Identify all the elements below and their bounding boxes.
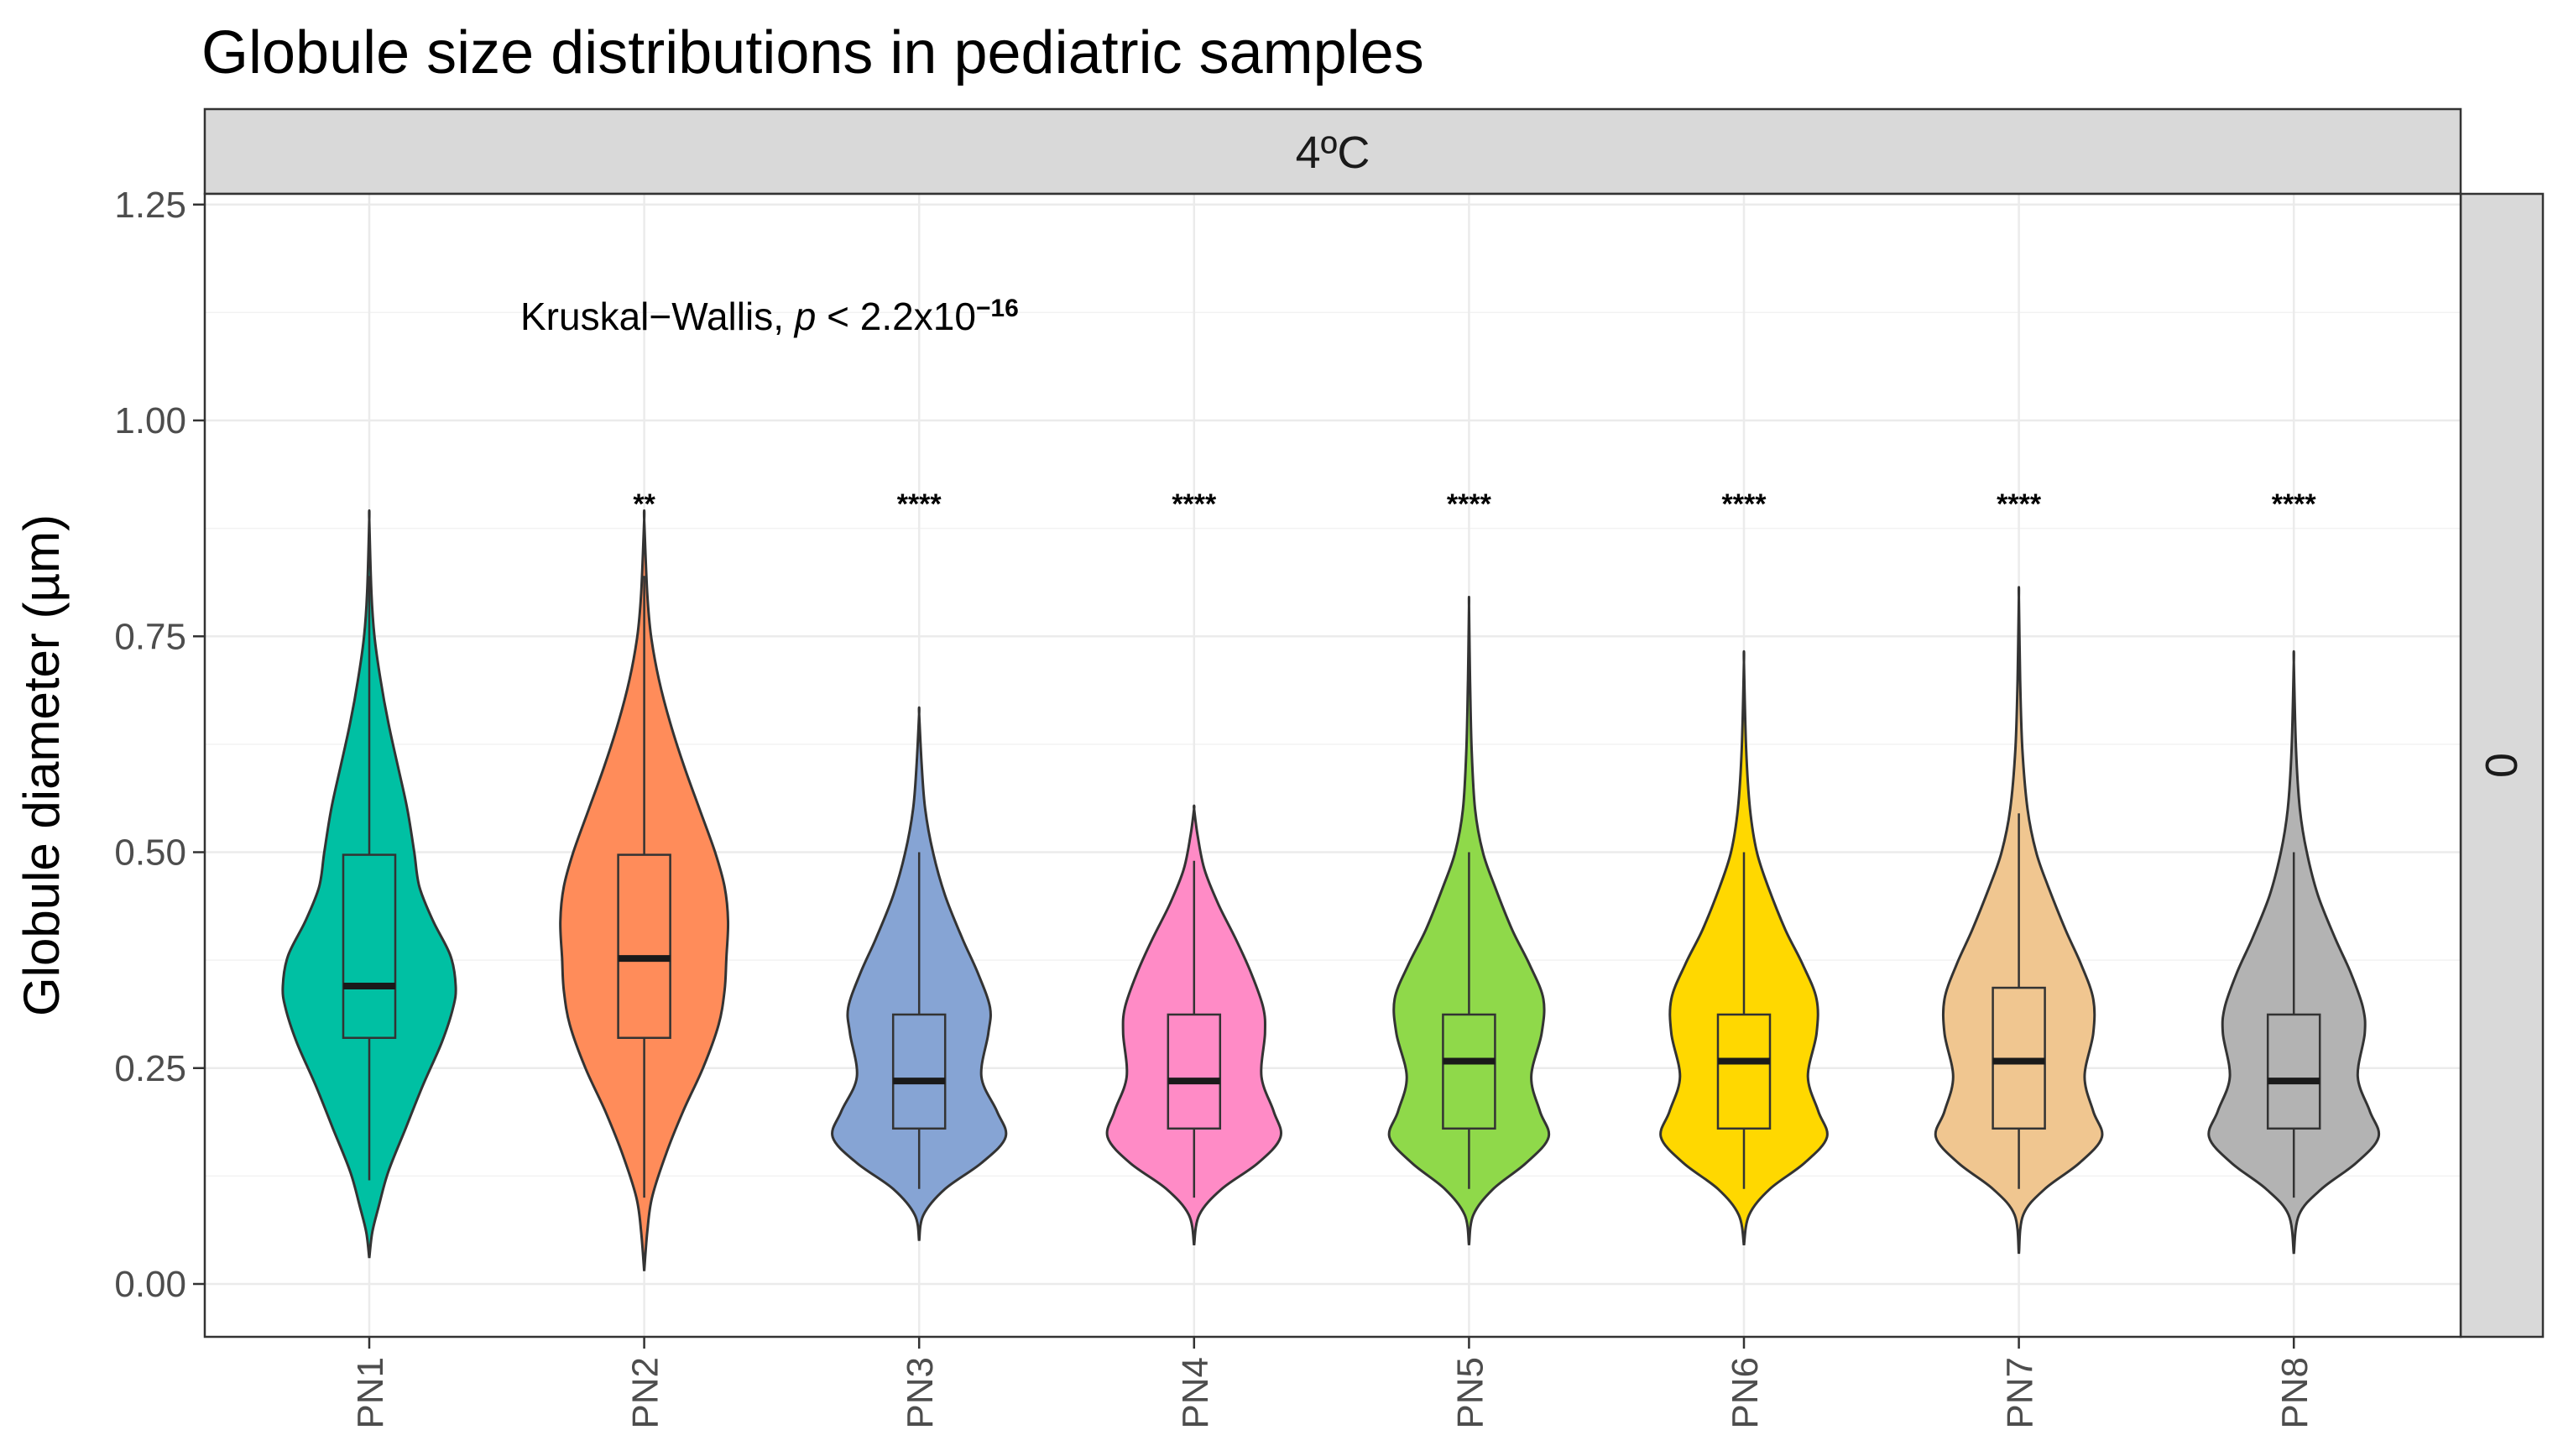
annotation-prefix: Kruskal−Wallis, <box>520 295 795 338</box>
significance-pn4: **** <box>1172 488 1217 520</box>
x-tick-label: PN4 <box>1175 1357 1216 1429</box>
significance-pn2: ** <box>633 488 655 520</box>
box-pn2 <box>617 853 671 1039</box>
y-tick-label: 0.25 <box>114 1048 186 1089</box>
x-axis: PN1 PN2 PN3 PN4 PN5 PN6 PN7 PN8 <box>350 1337 2315 1429</box>
significance-pn5: **** <box>1447 488 1492 520</box>
significance-pn8: **** <box>2272 488 2317 520</box>
annotation-p-symbol: p <box>793 295 817 338</box>
kruskal-wallis-annotation: Kruskal−Wallis, p < 2.2x10−16 <box>520 295 1019 338</box>
significance-pn7: **** <box>1997 488 2042 520</box>
box-pn6 <box>1716 1013 1772 1130</box>
y-tick-label: 0.75 <box>114 616 186 657</box>
box-pn4 <box>1167 1013 1222 1130</box>
significance-labels: ** **** **** **** **** **** **** <box>633 488 2316 520</box>
plot-panel <box>205 194 2461 1337</box>
y-axis-title: Globule diameter (µm) <box>13 514 70 1016</box>
x-tick-label: PN7 <box>2000 1357 2041 1429</box>
facet-strip-right <box>2459 192 2545 1339</box>
box-pn3 <box>891 1013 947 1130</box>
significance-pn3: **** <box>897 488 942 520</box>
box-pn1 <box>342 853 397 1039</box>
y-tick-label: 0.00 <box>114 1264 186 1305</box>
x-tick-label: PN8 <box>2274 1357 2315 1429</box>
violins <box>281 509 2381 1271</box>
x-tick-label: PN1 <box>350 1357 391 1429</box>
box-pn8 <box>2266 1013 2321 1130</box>
y-axis: 0.00 0.25 0.50 0.75 1.00 1.25 <box>114 185 205 1305</box>
facet-strip-right-label: 0 <box>2476 753 2526 778</box>
x-tick-label: PN2 <box>625 1357 666 1429</box>
box-pn5 <box>1442 1013 1496 1130</box>
x-tick-label: PN3 <box>900 1357 941 1429</box>
facet-strip-top-label: 4ºC <box>1296 128 1370 178</box>
y-tick-label: 1.25 <box>114 185 186 226</box>
facet-strip-top <box>203 107 2462 196</box>
significance-pn6: **** <box>1722 488 1767 520</box>
y-tick-label: 0.50 <box>114 832 186 874</box>
x-tick-label: PN6 <box>1725 1357 1766 1429</box>
x-tick-label: PN5 <box>1449 1357 1490 1429</box>
annotation-middle: < 2.2x10 <box>816 295 976 338</box>
y-tick-label: 1.00 <box>114 400 186 441</box>
plot-panel-border <box>203 192 2462 1339</box>
chart-title: Globule size distributions in pediatric … <box>201 19 1424 86</box>
annotation-exponent: −16 <box>976 295 1019 322</box>
